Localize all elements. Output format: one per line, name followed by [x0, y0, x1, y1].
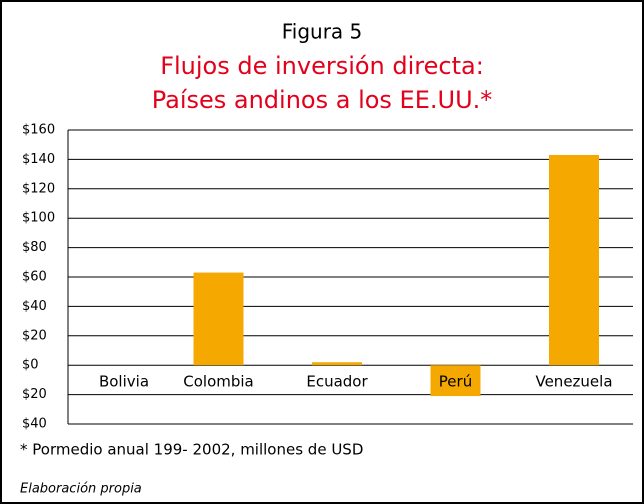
y-tick-label: $20 [22, 328, 47, 343]
y-tick-label: $40 [22, 299, 47, 314]
bar [549, 154, 599, 366]
chart-title: Figura 5 [282, 20, 363, 44]
chart-subtitle: Países andinos a los EE.UU.* [152, 86, 493, 114]
y-tick-label: $80 [22, 240, 47, 255]
y-tick-label: $120 [22, 181, 55, 196]
bar [193, 272, 244, 366]
y-tick-label: $160 [22, 123, 55, 138]
x-tick-label: Ecuador [306, 373, 368, 391]
x-tick-label: Perú [439, 373, 472, 391]
x-tick-label: Colombia [183, 373, 254, 391]
chart-subtitle: Flujos de inversión directa: [160, 52, 484, 80]
bar [312, 362, 362, 366]
source: Elaboración propia [20, 482, 142, 497]
y-tick-label: $100 [22, 211, 55, 226]
x-tick-label: Bolivia [99, 373, 149, 391]
bar [430, 365, 481, 397]
y-tick-label: $140 [22, 152, 55, 167]
y-tick-label: $40 [22, 417, 47, 432]
footnote: * Pormedio anual 199- 2002, millones de … [20, 441, 363, 459]
y-tick-label: $0 [22, 358, 39, 373]
y-tick-label: $20 [22, 387, 47, 402]
x-tick-label: Venezuela [535, 373, 612, 391]
y-tick-label: $60 [22, 270, 47, 285]
